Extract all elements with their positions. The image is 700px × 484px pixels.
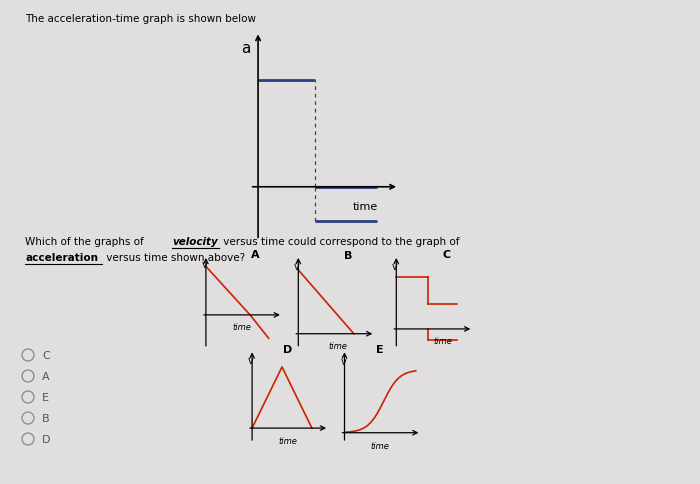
Text: v: v	[294, 262, 300, 272]
Text: time: time	[433, 337, 452, 346]
Text: D: D	[283, 345, 293, 355]
Text: E: E	[42, 393, 49, 403]
Text: B: B	[344, 251, 352, 260]
Text: time: time	[279, 437, 297, 446]
Text: A: A	[42, 372, 50, 382]
Text: velocity: velocity	[172, 237, 218, 247]
Text: acceleration: acceleration	[25, 253, 98, 263]
Text: B: B	[42, 414, 50, 424]
Text: C: C	[42, 351, 50, 361]
Text: The acceleration-time graph is shown below: The acceleration-time graph is shown bel…	[25, 14, 256, 24]
Text: a: a	[241, 41, 251, 56]
Text: v: v	[340, 357, 346, 367]
Text: versus time shown above?: versus time shown above?	[103, 253, 245, 263]
Text: v: v	[248, 356, 253, 366]
Text: v: v	[202, 260, 207, 271]
Text: time: time	[328, 343, 347, 351]
Text: time: time	[353, 202, 378, 212]
Text: E: E	[377, 345, 384, 355]
Text: v: v	[392, 262, 398, 272]
Text: C: C	[442, 250, 450, 260]
Text: A: A	[251, 250, 260, 260]
Text: D: D	[42, 435, 50, 445]
Text: versus time could correspond to the graph of: versus time could correspond to the grap…	[220, 237, 463, 247]
Text: time: time	[232, 323, 251, 332]
Text: time: time	[371, 442, 389, 451]
Text: Which of the graphs of: Which of the graphs of	[25, 237, 147, 247]
